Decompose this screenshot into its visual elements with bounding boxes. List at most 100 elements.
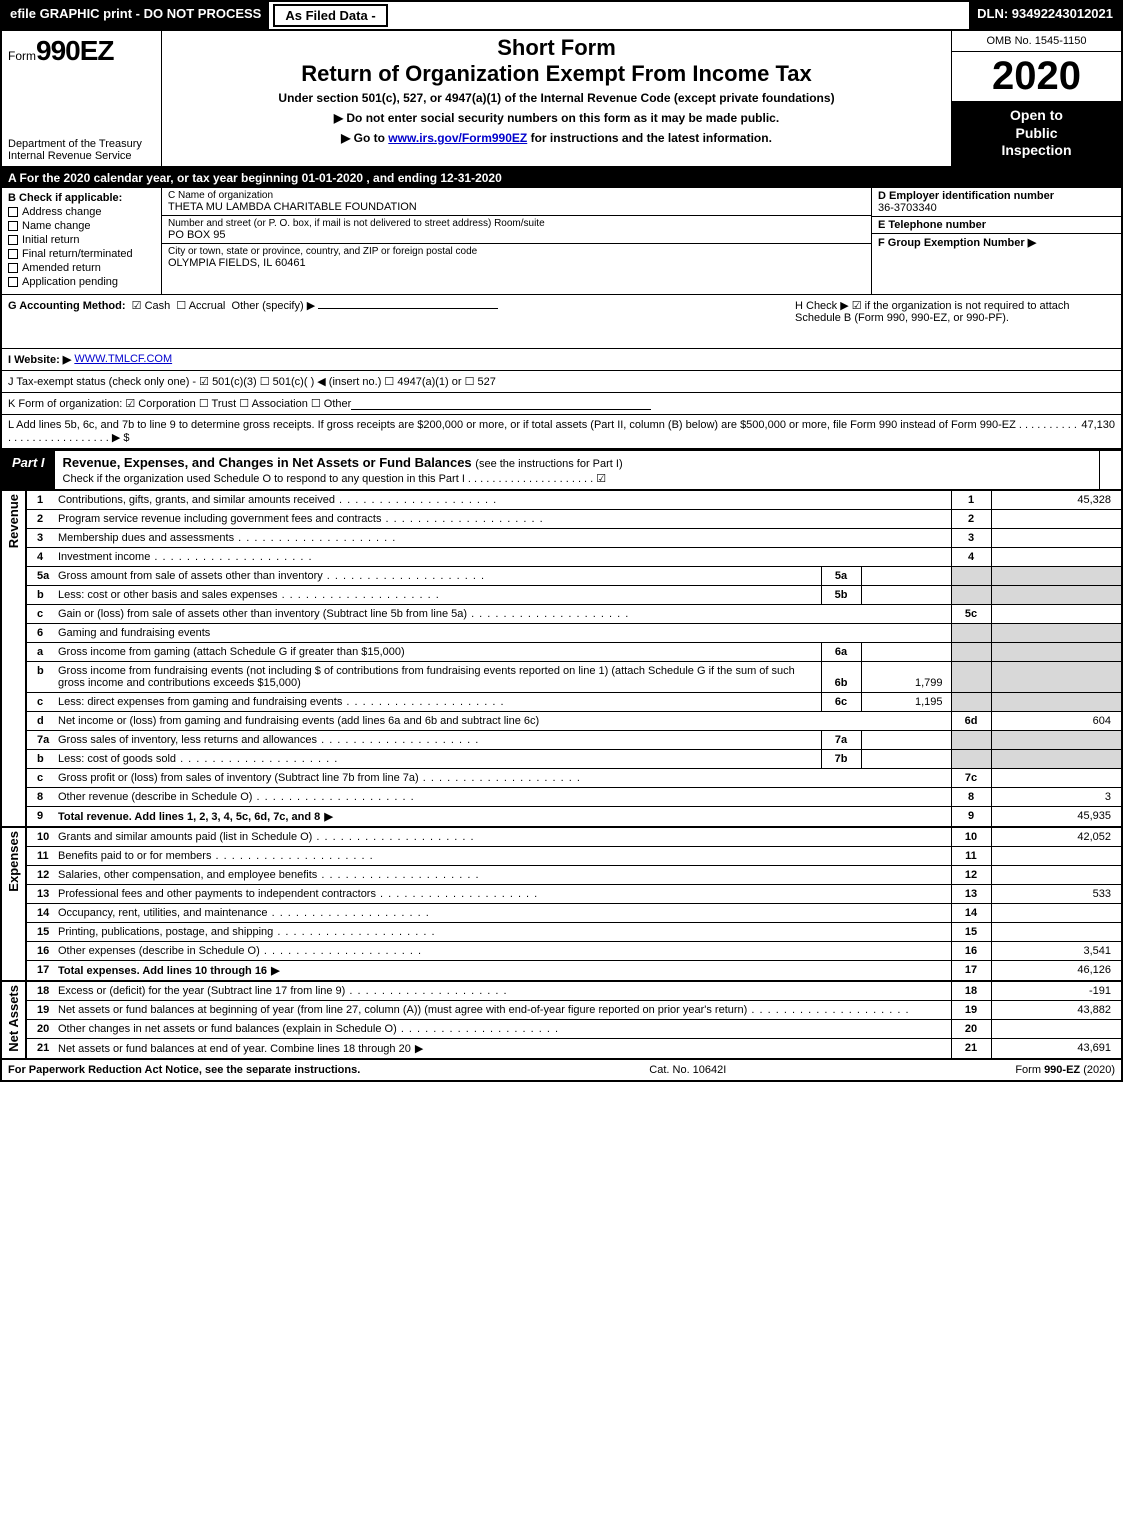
group-exemption-label: F Group Exemption Number ▶	[878, 236, 1115, 249]
line-desc-text: Occupancy, rent, utilities, and maintena…	[58, 907, 430, 919]
line-6b: b Gross income from fundraising events (…	[2, 661, 1121, 692]
line-desc: Net income or (loss) from gaming and fun…	[54, 711, 951, 730]
line-desc-text: Less: direct expenses from gaming and fu…	[58, 696, 505, 708]
line-right-val: 42,052	[991, 827, 1121, 847]
shaded-cell	[991, 623, 1121, 642]
line-num: 2	[26, 509, 54, 528]
check-name-change[interactable]: Name change	[8, 220, 155, 232]
line-right-val: 45,935	[991, 806, 1121, 827]
line-num: 8	[26, 787, 54, 806]
netassets-label: Net Assets	[6, 985, 21, 1052]
line-2: 2 Program service revenue including gove…	[2, 509, 1121, 528]
check-final-return[interactable]: Final return/terminated	[8, 248, 155, 260]
other-blank[interactable]	[318, 308, 498, 309]
shaded-cell	[951, 692, 991, 711]
line-right-val: 46,126	[991, 960, 1121, 981]
other-check[interactable]: Other (specify) ▶	[232, 300, 316, 312]
line-right-val	[991, 528, 1121, 547]
spacer	[388, 2, 969, 29]
org-name-label: C Name of organization	[168, 190, 865, 201]
department-label: Department of the Treasury Internal Reve…	[8, 138, 155, 162]
form-of-org: K Form of organization: ☑ Corporation ☐ …	[8, 397, 351, 410]
line-desc: Other revenue (describe in Schedule O)	[54, 787, 951, 806]
other-org-blank[interactable]	[351, 397, 651, 410]
line-desc: Grants and similar amounts paid (list in…	[54, 827, 951, 847]
street-cell: Number and street (or P. O. box, if mail…	[162, 216, 871, 244]
instruction-1: ▶ Do not enter social security numbers o…	[172, 111, 941, 125]
line-desc: Program service revenue including govern…	[54, 509, 951, 528]
line-desc-text: Gross amount from sale of assets other t…	[58, 570, 485, 582]
line-desc-text: Other expenses (describe in Schedule O)	[58, 945, 422, 957]
line-num: 18	[26, 981, 54, 1001]
tax-exempt-status: J Tax-exempt status (check only one) - ☑…	[8, 375, 496, 388]
box-b: B Check if applicable: Address change Na…	[2, 188, 162, 294]
line-7a: 7a Gross sales of inventory, less return…	[2, 730, 1121, 749]
city-cell: City or town, state or province, country…	[162, 244, 871, 271]
part-1-check-line: Check if the organization used Schedule …	[63, 473, 607, 485]
line-desc-text: Less: cost or other basis and sales expe…	[58, 589, 440, 601]
entity-block: B Check if applicable: Address change Na…	[2, 188, 1121, 295]
line-desc: Salaries, other compensation, and employ…	[54, 865, 951, 884]
line-18: Net Assets 18 Excess or (deficit) for th…	[2, 981, 1121, 1001]
shaded-cell	[991, 642, 1121, 661]
line-num: b	[26, 749, 54, 768]
line-right-val: 533	[991, 884, 1121, 903]
website-link[interactable]: WWW.TMLCF.COM	[74, 353, 172, 366]
line-desc: Excess or (deficit) for the year (Subtra…	[54, 981, 951, 1001]
line-6: 6 Gaming and fundraising events	[2, 623, 1121, 642]
revenue-side-label: Revenue	[2, 490, 26, 827]
line-right-val: 3	[991, 787, 1121, 806]
open-line-3: Inspection	[956, 142, 1117, 160]
line-desc: Total revenue. Add lines 1, 2, 3, 4, 5c,…	[54, 806, 951, 827]
line-desc: Gross amount from sale of assets other t…	[54, 566, 821, 585]
revenue-label: Revenue	[6, 494, 21, 548]
check-address-change[interactable]: Address change	[8, 206, 155, 218]
box-f: F Group Exemption Number ▶	[872, 234, 1121, 294]
part-1-checkbox[interactable]	[1099, 451, 1121, 489]
line-right-num: 2	[951, 509, 991, 528]
line-mid-val	[861, 585, 951, 604]
line-right-val	[991, 846, 1121, 865]
line-desc: Net assets or fund balances at end of ye…	[54, 1038, 951, 1058]
short-form-label: Short Form	[172, 35, 941, 61]
form-number: Form990EZ	[8, 35, 155, 67]
org-name-cell: C Name of organization THETA MU LAMBDA C…	[162, 188, 871, 216]
line-desc-text: Net assets or fund balances at beginning…	[58, 1004, 910, 1016]
expenses-side-label: Expenses	[2, 827, 26, 981]
check-label: Application pending	[22, 276, 118, 288]
line-desc: Gain or (loss) from sale of assets other…	[54, 604, 951, 623]
footer-left: For Paperwork Reduction Act Notice, see …	[8, 1064, 360, 1076]
box-d: D Employer identification number 36-3703…	[872, 188, 1121, 217]
line-right-num: 15	[951, 922, 991, 941]
shaded-cell	[951, 661, 991, 692]
line-right-num: 7c	[951, 768, 991, 787]
check-amended-return[interactable]: Amended return	[8, 262, 155, 274]
row-i: I Website: ▶ WWW.TMLCF.COM	[2, 349, 1121, 371]
line-21: 21 Net assets or fund balances at end of…	[2, 1038, 1121, 1058]
accrual-check[interactable]: ☐ Accrual	[176, 300, 225, 312]
line-num: 20	[26, 1019, 54, 1038]
check-application-pending[interactable]: Application pending	[8, 276, 155, 288]
line-right-val	[991, 903, 1121, 922]
line-12: 12 Salaries, other compensation, and emp…	[2, 865, 1121, 884]
line-16: 16 Other expenses (describe in Schedule …	[2, 941, 1121, 960]
instr2-prefix: ▶ Go to	[341, 131, 388, 145]
check-initial-return[interactable]: Initial return	[8, 234, 155, 246]
row-j: J Tax-exempt status (check only one) - ☑…	[2, 371, 1121, 393]
street-value: PO BOX 95	[168, 229, 865, 241]
line-mid-val	[861, 566, 951, 585]
street-label: Number and street (or P. O. box, if mail…	[168, 218, 865, 229]
line-num: 13	[26, 884, 54, 903]
irs-link[interactable]: www.irs.gov/Form990EZ	[388, 131, 527, 145]
line-num: d	[26, 711, 54, 730]
line-num: 10	[26, 827, 54, 847]
line-num: 19	[26, 1000, 54, 1019]
dept-line-1: Department of the Treasury	[8, 138, 155, 150]
line-mid-val	[861, 642, 951, 661]
boxes-d-e-f: D Employer identification number 36-3703…	[871, 188, 1121, 294]
row-g: G Accounting Method: ☑ Cash ☐ Accrual Ot…	[8, 299, 795, 344]
line-desc: Membership dues and assessments	[54, 528, 951, 547]
line-right-num: 9	[951, 806, 991, 827]
line-desc: Less: cost of goods sold	[54, 749, 821, 768]
cash-check[interactable]: ☑ Cash	[132, 300, 171, 312]
